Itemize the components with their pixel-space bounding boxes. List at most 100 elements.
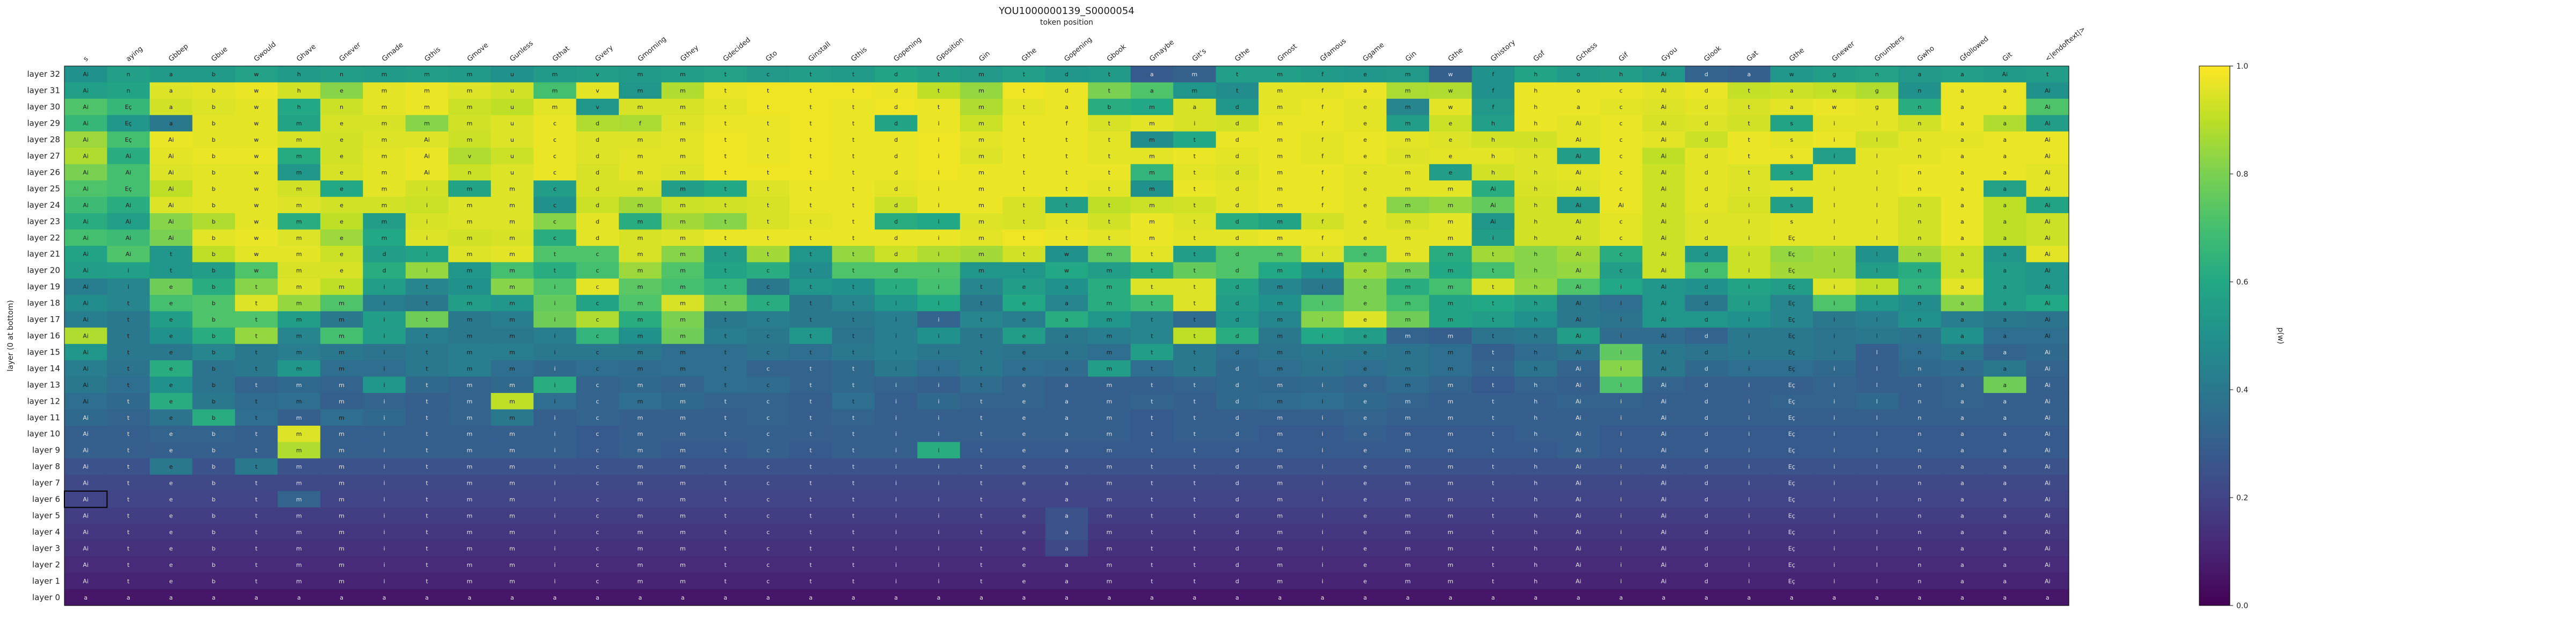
cell-label: i [1748, 431, 1750, 437]
cell-label: m [296, 283, 302, 290]
cell-label: e [1363, 463, 1367, 470]
cell-label: Ai [83, 185, 89, 192]
cell-label: a [2003, 87, 2007, 94]
cell-label: d [1704, 529, 1708, 536]
cell-label: i [1748, 235, 1750, 242]
cell-label: c [766, 333, 770, 340]
cell-label: i [895, 480, 897, 487]
cell-label: t [980, 480, 983, 487]
cell-label: e [1022, 529, 1026, 536]
cell-label: t [724, 333, 727, 340]
cell-label: m [1107, 333, 1113, 340]
cell-label: m [509, 333, 515, 340]
cell-label: m [1277, 251, 1283, 258]
heatmap-cell [2026, 295, 2069, 312]
cell-label: m [680, 398, 686, 405]
cell-label: Eç [1788, 545, 1795, 552]
cell-label: e [1022, 316, 1026, 323]
cell-label: i [1620, 545, 1622, 552]
heatmap-cell [1045, 180, 1088, 198]
heatmap-cell [661, 131, 705, 148]
cell-label: d [1704, 561, 1708, 568]
cell-label: d [1704, 104, 1708, 111]
heatmap-cell [1685, 229, 1728, 246]
heatmap-cell [1216, 98, 1259, 115]
cell-label: t [810, 104, 813, 111]
cell-label: Ai [168, 185, 174, 192]
heatmap-cell [1770, 229, 1813, 246]
heatmap-cell [832, 246, 875, 263]
row-label: layer 0 [32, 593, 60, 602]
cell-label: m [1277, 447, 1283, 454]
cell-label: i [1322, 431, 1323, 437]
heatmap-cell [661, 164, 705, 181]
heatmap-cell [1216, 148, 1259, 165]
heatmap-cell [1173, 262, 1217, 279]
cell-label: d [1235, 382, 1239, 389]
cell-label: i [938, 561, 940, 568]
cell-label: m [339, 578, 345, 585]
cell-label: e [1448, 169, 1452, 176]
cell-label: i [1194, 120, 1195, 127]
cell-label: i [938, 365, 940, 372]
cell-label: Ai [1490, 218, 1496, 225]
cell-label: m [467, 480, 473, 487]
cell-label: m [467, 120, 473, 127]
cell-label: a [2003, 300, 2007, 307]
heatmap-cell [107, 66, 150, 83]
cell-label: i [938, 414, 940, 421]
heatmap-cell [1642, 278, 1686, 295]
cell-label: m [339, 283, 345, 290]
heatmap-cell [1301, 82, 1344, 99]
cell-label: t [810, 463, 813, 470]
heatmap-cell [576, 196, 619, 214]
heatmap-cell [1898, 164, 1942, 181]
heatmap-cell [747, 82, 790, 99]
heatmap-cell [1088, 196, 1131, 214]
heatmap-cell [1898, 115, 1942, 132]
column-label: Gposition [935, 36, 965, 63]
cell-label: t [1236, 87, 1239, 94]
cell-label: e [169, 300, 173, 307]
cell-label: i [895, 529, 897, 536]
cell-label: n [1918, 251, 1921, 258]
cell-label: e [1022, 463, 1026, 470]
cell-label: t [767, 218, 770, 225]
cell-label: n [1918, 235, 1921, 242]
cell-label: t [426, 333, 428, 340]
heatmap-cell [960, 295, 1003, 312]
cell-label: m [1149, 104, 1155, 111]
cell-label: c [596, 529, 599, 536]
cell-label: c [553, 235, 557, 242]
cell-label: m [296, 202, 302, 209]
heatmap-cell [1984, 180, 2027, 198]
cell-label: t [1194, 153, 1196, 160]
heatmap-cell [1429, 229, 1473, 246]
cell-label: d [1704, 365, 1708, 372]
cell-label: t [1108, 87, 1111, 94]
heatmap-cell [1429, 278, 1473, 295]
cell-label: d [1235, 218, 1239, 225]
heatmap-cell [448, 82, 492, 99]
cell-label: m [467, 349, 473, 356]
cell-label: i [1620, 513, 1622, 520]
cell-label: c [553, 185, 557, 192]
heatmap-cell [192, 213, 236, 230]
heatmap-cell [107, 262, 150, 279]
heatmap-cell [235, 311, 278, 328]
cell-label: t [1151, 463, 1153, 470]
heatmap-cell [533, 278, 577, 295]
cell-label: l [1876, 218, 1878, 225]
cell-label: a [84, 594, 87, 601]
heatmap-cell [405, 295, 449, 312]
cell-label: m [680, 365, 686, 372]
cell-label: e [1363, 447, 1367, 454]
cell-label: m [382, 169, 387, 176]
cell-label: t [980, 447, 983, 454]
heatmap-cell [405, 148, 449, 165]
cell-label: i [1322, 300, 1323, 307]
cell-label: b [212, 513, 216, 520]
heatmap-cell [1557, 262, 1600, 279]
cell-label: t [810, 202, 813, 209]
cell-label: m [1447, 333, 1453, 340]
